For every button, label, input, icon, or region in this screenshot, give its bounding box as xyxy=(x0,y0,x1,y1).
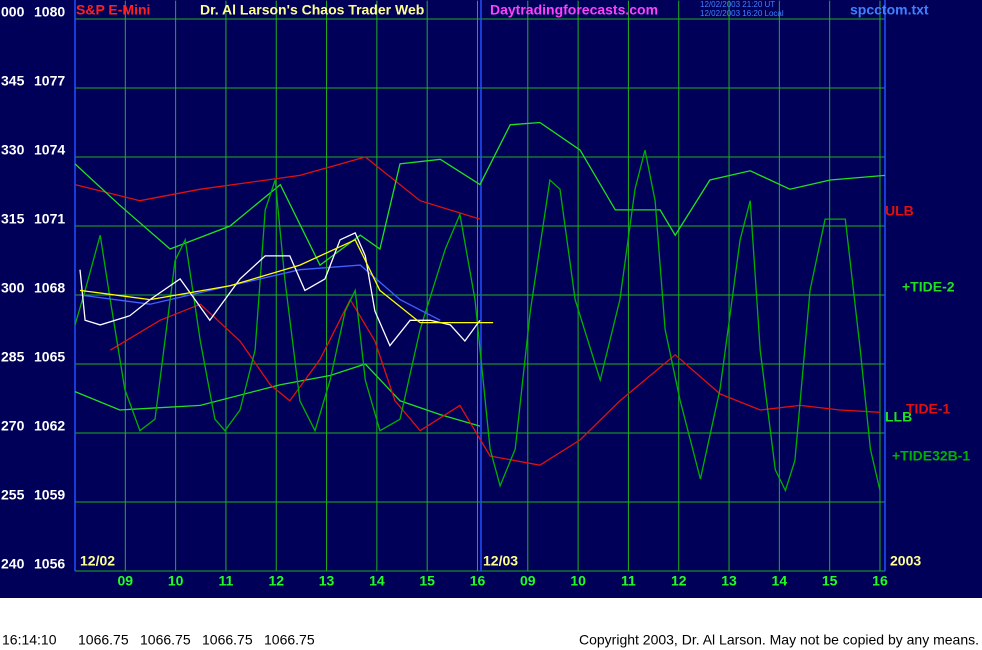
chart-background xyxy=(0,0,982,598)
y-tick-label: 1077 xyxy=(34,73,65,89)
x-tick-label: 15 xyxy=(419,573,435,589)
y-tick-label: 1068 xyxy=(34,280,65,296)
legend-label: LLB xyxy=(885,409,912,425)
x-tick-label: 16 xyxy=(470,573,486,589)
chart-subtitle: Dr. Al Larson's Chaos Trader Web xyxy=(200,2,424,18)
day-label: 12/02 xyxy=(80,553,115,569)
site-name: Daytradingforecasts.com xyxy=(490,2,658,18)
series-line xyxy=(74,156,481,220)
series-line xyxy=(109,298,881,466)
y2-tick-label: 270 xyxy=(1,418,25,434)
footer-background xyxy=(0,598,982,650)
footer-quote: 1066.75 xyxy=(264,632,315,648)
x-tick-label: 12 xyxy=(671,573,687,589)
x-tick-label: 15 xyxy=(822,573,838,589)
legend-label: +TIDE-2 xyxy=(902,279,955,295)
y2-tick-label: 255 xyxy=(1,487,25,503)
series-line xyxy=(74,149,881,493)
series-line xyxy=(79,238,494,324)
footer-quote: 1066.75 xyxy=(78,632,129,648)
x-tick-label: 14 xyxy=(772,573,788,589)
y2-tick-label: 285 xyxy=(1,349,25,365)
x-tick-label: 16 xyxy=(872,573,888,589)
y-tick-label: 1080 xyxy=(34,4,65,20)
y-tick-label: 1062 xyxy=(34,418,65,434)
copyright: Copyright 2003, Dr. Al Larson. May not b… xyxy=(579,632,979,648)
x-tick-label: 12 xyxy=(268,573,284,589)
footer-time: 16:14:10 xyxy=(2,632,57,648)
y-tick-label: 1074 xyxy=(34,142,65,158)
timestamp: 12/02/2003 16:20 Local xyxy=(700,9,784,18)
x-tick-label: 09 xyxy=(118,573,134,589)
x-tick-label: 10 xyxy=(570,573,586,589)
file-name: spcctom.txt xyxy=(850,2,929,18)
legend-label: TIDE-1 xyxy=(906,401,951,417)
y2-tick-label: 315 xyxy=(1,211,25,227)
y-tick-label: 1059 xyxy=(34,487,65,503)
y2-tick-label: 000 xyxy=(1,4,25,20)
chart-title: S&P E-Mini xyxy=(76,2,150,18)
series-lines xyxy=(74,121,886,493)
x-tick-label: 13 xyxy=(319,573,335,589)
y2-tick-label: 300 xyxy=(1,280,25,296)
y2-tick-label: 345 xyxy=(1,73,25,89)
legend-label: +TIDE32B-1 xyxy=(892,448,970,464)
x-tick-label: 14 xyxy=(369,573,385,589)
x-tick-label: 10 xyxy=(168,573,184,589)
footer-quote: 1066.75 xyxy=(140,632,191,648)
footer-quote: 1066.75 xyxy=(202,632,253,648)
day-label: 12/03 xyxy=(483,553,518,569)
x-tick-label: 13 xyxy=(721,573,737,589)
y-tick-label: 1065 xyxy=(34,349,65,365)
y2-tick-label: 330 xyxy=(1,142,25,158)
day-label: 2003 xyxy=(890,553,921,569)
x-tick-label: 11 xyxy=(219,573,234,589)
grid xyxy=(75,0,885,572)
series-line xyxy=(74,121,886,267)
series-line xyxy=(79,232,481,347)
x-tick-label: 11 xyxy=(621,573,636,589)
y2-tick-label: 240 xyxy=(1,556,25,572)
series-line xyxy=(79,264,441,321)
x-tick-label: 09 xyxy=(520,573,536,589)
timestamp: 12/02/2003 21:20 UT xyxy=(700,0,775,9)
y-tick-label: 1071 xyxy=(34,211,65,227)
y-tick-label: 1056 xyxy=(34,556,65,572)
legend-label: ULB xyxy=(885,203,914,219)
series-line xyxy=(74,363,481,427)
